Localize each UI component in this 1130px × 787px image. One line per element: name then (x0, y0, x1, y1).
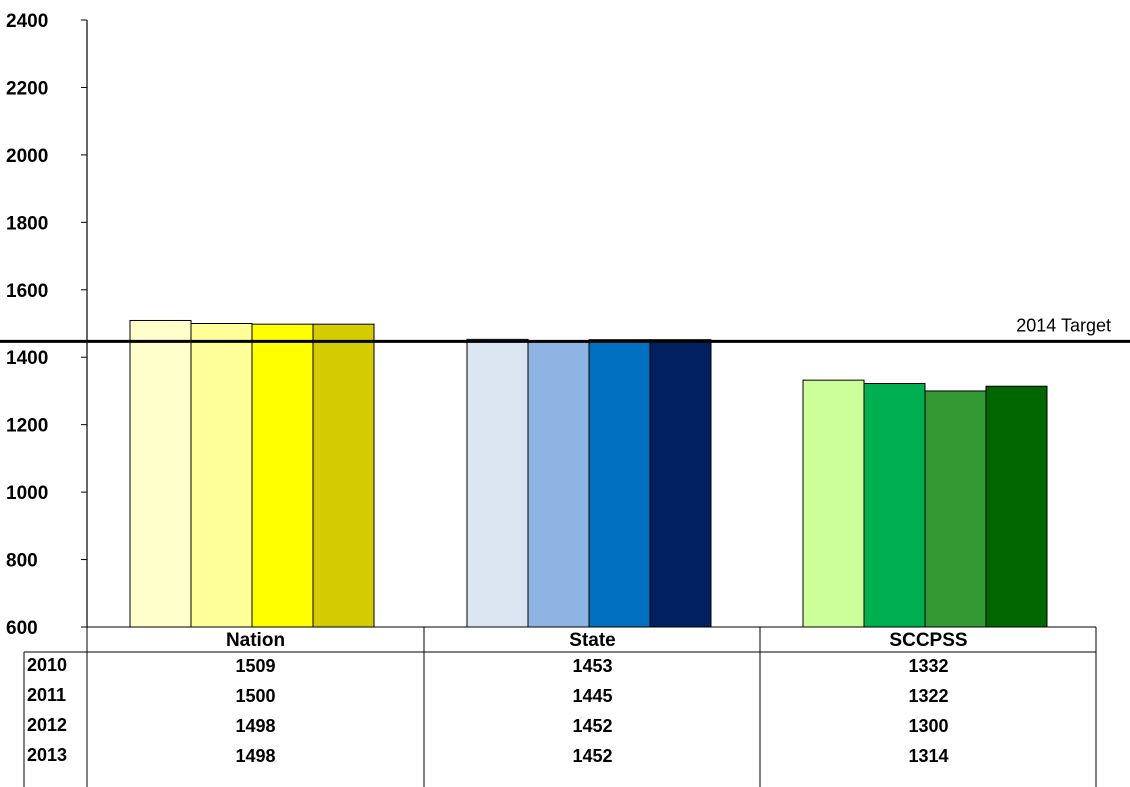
category-label: SCCPSS (889, 630, 967, 651)
category-label: State (569, 630, 615, 651)
series-label: 2013 (27, 745, 67, 765)
y-tick-label: 1800 (6, 213, 48, 234)
bar-state-2012 (588, 339, 651, 628)
series-label: 2012 (27, 715, 67, 735)
series-label: 2011 (27, 685, 66, 705)
data-label: 1314 (908, 746, 948, 766)
data-label: 1445 (572, 686, 612, 706)
y-tick-label: 1000 (6, 483, 48, 504)
bar-nation-2013 (312, 323, 375, 628)
data-label: 1452 (572, 746, 612, 766)
category-label: Nation (226, 630, 285, 651)
data-label: 1332 (908, 656, 948, 676)
bar-state-2010 (466, 338, 529, 628)
bar-state-2013 (649, 339, 712, 628)
data-label: 1300 (908, 716, 948, 736)
y-tick-label: 1400 (6, 348, 48, 369)
data-label: 1498 (235, 746, 275, 766)
bar-sccpss-2010 (802, 379, 865, 628)
y-tick-label: 2400 (6, 11, 48, 32)
y-tick-label: 2200 (6, 78, 48, 99)
series-label: 2010 (27, 655, 67, 675)
y-tick-label: 800 (6, 551, 38, 572)
y-tick-label: 1600 (6, 281, 48, 302)
bar-state-2011 (527, 341, 590, 628)
bar-sccpss-2013 (985, 385, 1048, 628)
data-label: 1500 (235, 686, 275, 706)
bar-nation-2010 (129, 319, 192, 628)
bar-sccpss-2011 (863, 383, 926, 628)
data-label: 1452 (572, 716, 612, 736)
target-label: 2014 Target (1016, 315, 1111, 335)
data-label: 1453 (572, 656, 612, 676)
data-label: 1322 (908, 686, 948, 706)
y-tick-label: 600 (6, 618, 38, 639)
y-tick-label: 2000 (6, 146, 48, 167)
y-tick-label: 1200 (6, 416, 48, 437)
bar-nation-2012 (251, 323, 314, 628)
bar-sccpss-2012 (924, 390, 987, 628)
data-label: 1498 (235, 716, 275, 736)
bar-nation-2011 (190, 323, 253, 628)
data-label: 1509 (235, 656, 275, 676)
